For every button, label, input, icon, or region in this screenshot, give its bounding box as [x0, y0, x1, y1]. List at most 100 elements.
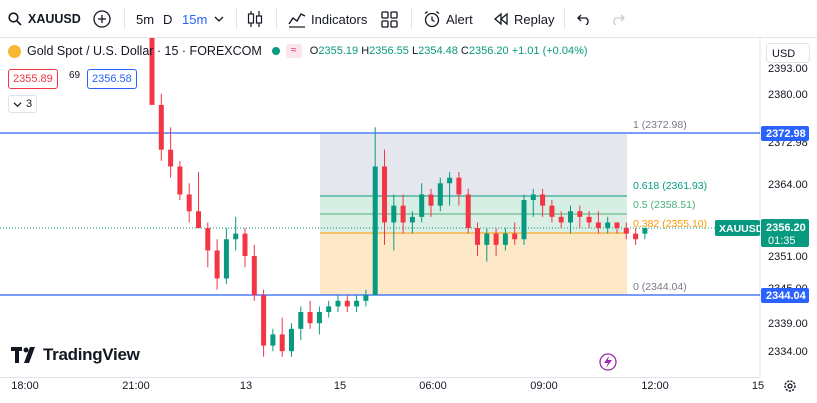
- candle-body: [186, 194, 192, 212]
- plus-circle-icon: [93, 10, 111, 28]
- candle-body: [530, 194, 536, 201]
- candle-body: [605, 222, 611, 229]
- alarm-clock-icon: [424, 10, 440, 28]
- price-tick: 2364.00: [768, 179, 808, 191]
- chart-settings-button[interactable]: [783, 379, 797, 398]
- symbol-tag: [715, 220, 760, 236]
- templates-button[interactable]: [381, 0, 398, 38]
- rewind-icon: [493, 12, 508, 26]
- toolbar-divider: [276, 9, 277, 29]
- countdown-label: 01:35: [768, 235, 796, 247]
- candle-body: [577, 211, 583, 217]
- price-chart[interactable]: 1 (2372.98) 0.618 (2361.93) 0.5 (2358.51…: [0, 38, 817, 377]
- candle-body: [493, 233, 499, 245]
- legend-title[interactable]: Gold Spot / U.S. Dollar · 15 · FOREXCOM: [27, 44, 262, 58]
- candle-body: [409, 216, 415, 223]
- replay-button[interactable]: Replay: [493, 0, 554, 38]
- candle-body: [158, 104, 164, 150]
- buy-button[interactable]: 2356.58: [87, 69, 137, 89]
- price-tick-partial: 2393.00: [768, 63, 808, 75]
- interval-15m-label: 15m: [182, 11, 208, 27]
- fib-zone-top: [320, 134, 627, 196]
- indicators-icon: [288, 13, 306, 28]
- candle-body: [344, 300, 350, 307]
- chart-type-button[interactable]: [246, 0, 264, 38]
- interval-dropdown[interactable]: [214, 0, 224, 38]
- candle-body: [549, 205, 555, 217]
- price-tick: 2380.00: [768, 89, 808, 101]
- market-status-icon: [271, 47, 280, 55]
- candle-body: [242, 233, 248, 257]
- candle-body: [465, 194, 471, 229]
- tradingview-logo[interactable]: TradingView: [11, 345, 140, 365]
- candle-body: [261, 295, 267, 346]
- gear-icon: [784, 380, 796, 392]
- bottom-line-marker-label: 2344.04: [766, 290, 807, 302]
- fib-label-0: 0 (2344.04): [633, 281, 687, 293]
- interval-5m[interactable]: 5m: [136, 0, 154, 38]
- bottom-line-marker: [761, 288, 809, 303]
- undo-icon: [577, 14, 589, 25]
- lightning-icon-bolt: [604, 356, 612, 368]
- undo-button[interactable]: [577, 0, 591, 38]
- candle-body: [614, 222, 620, 229]
- time-axis: 18:00 21:00 13 15 06:00 09:00 12:00 15: [0, 377, 817, 403]
- symbol-name: XAUUSD: [28, 12, 81, 26]
- time-axis-border: [0, 377, 760, 378]
- indicators-label: Indicators: [311, 11, 368, 27]
- candle-body: [214, 250, 220, 279]
- price-tick: 2334.00: [768, 346, 808, 358]
- candle-body: [447, 177, 453, 184]
- sell-button[interactable]: 2355.89: [8, 69, 58, 89]
- currency-selector[interactable]: USD: [766, 43, 810, 63]
- candle-body: [354, 300, 360, 307]
- candle-body: [623, 228, 629, 234]
- interval-d[interactable]: D: [163, 0, 172, 38]
- time-tick: 21:00: [122, 380, 150, 392]
- candle-body: [168, 149, 174, 167]
- candle-body: [335, 300, 341, 307]
- last-price-label: 2356.20: [766, 222, 806, 234]
- price-tick: 2339.00: [768, 318, 808, 330]
- candle-body: [456, 177, 462, 195]
- candle-body: [400, 205, 406, 223]
- compare-button[interactable]: [93, 0, 111, 38]
- redo-button[interactable]: [611, 0, 625, 38]
- candle-body: [586, 216, 592, 223]
- fib-label-1: 1 (2372.98): [633, 119, 687, 131]
- time-tick: 18:00: [11, 380, 39, 392]
- candle-body: [196, 211, 201, 229]
- high-value: 2356.55: [369, 45, 409, 57]
- price-tick: 2351.00: [768, 251, 808, 263]
- symbol-search[interactable]: XAUUSD: [8, 0, 81, 38]
- candle-body: [642, 228, 648, 234]
- last-price-marker: [761, 219, 809, 247]
- time-tick: 13: [239, 380, 253, 392]
- ohlc-values: O2355.19 H2356.55 L2354.48 C2356.20 +1.0…: [310, 45, 588, 57]
- interval-d-label: D: [163, 11, 173, 27]
- candles-icon: [247, 11, 263, 27]
- top-toolbar: XAUUSD 5m D 15m Indicators Alert Replay: [0, 0, 817, 38]
- indicator-count: 3: [26, 98, 33, 110]
- low-value: 2354.48: [418, 45, 458, 57]
- fib-label-05: 0.5 (2358.51): [633, 199, 695, 211]
- candle-body: [633, 233, 639, 240]
- candle-body: [502, 233, 508, 245]
- symbol-tag-label: XAUUSD: [719, 223, 764, 235]
- fib-label-0618: 0.618 (2361.93): [633, 180, 707, 192]
- candle-body: [521, 200, 527, 240]
- spread-value: 69: [69, 70, 81, 81]
- close-value: 2356.20: [468, 45, 509, 57]
- toolbar-divider: [236, 9, 237, 29]
- candle-body: [428, 194, 434, 206]
- alert-button[interactable]: Alert: [423, 0, 473, 38]
- replay-label: Replay: [514, 11, 555, 27]
- chevron-down-icon: [13, 101, 22, 107]
- interval-15m[interactable]: 15m: [182, 0, 207, 38]
- candle-body: [223, 239, 229, 279]
- candle-body: [595, 222, 601, 229]
- time-tick: 12:00: [641, 380, 669, 392]
- indicator-collapse-toggle[interactable]: 3: [8, 95, 38, 113]
- indicators-button[interactable]: Indicators: [288, 0, 367, 38]
- open-key: O: [309, 45, 319, 57]
